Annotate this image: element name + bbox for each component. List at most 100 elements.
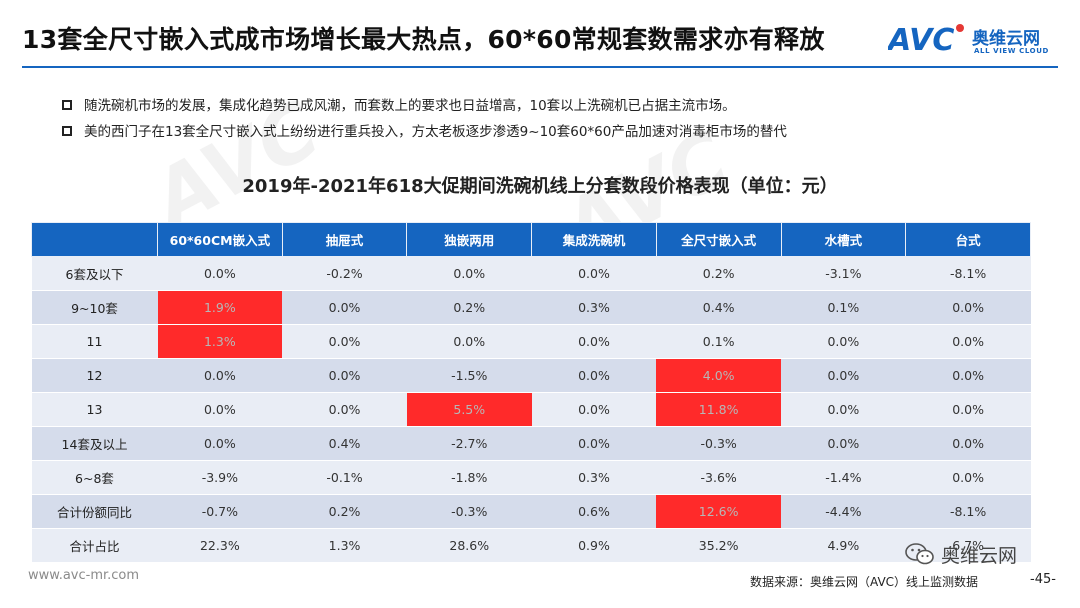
column-header: 抽屉式 [281, 222, 408, 257]
table-cell: -3.9% [157, 460, 283, 495]
bullet-text: 美的西门子在13套全尺寸嵌入式上纷纷进行重兵投入，方太老板逐步渗透9~10套60… [84, 124, 787, 140]
table-cell: 0.3% [531, 460, 657, 495]
table-cell: 0.0% [531, 426, 657, 461]
table-cell: -2.7% [406, 426, 532, 461]
table-row: 6~8套 -3.9% -0.1% -1.8% 0.3% -3.6% -1.4% 0.0% [31, 460, 1031, 495]
table-cell: -0.7% [157, 494, 283, 529]
bullet-text: 随洗碗机市场的发展，集成化趋势已成风潮，而套数上的要求也日益增高，10套以上洗碗… [84, 98, 736, 114]
table-cell: 0.0% [531, 256, 657, 291]
row-label: 6~8套 [31, 460, 158, 495]
table-cell: 0.0% [157, 358, 283, 393]
table-cell: 28.6% [406, 528, 532, 563]
table-cell: 0.1% [781, 290, 906, 325]
table-cell: 4.9% [781, 528, 906, 563]
avc-logo-mark-icon: AVC [888, 23, 964, 56]
table-cell: 0.4% [656, 290, 782, 325]
table-cell: 11.8% [656, 392, 782, 427]
svg-text:AVC: AVC [888, 23, 954, 56]
table-cell: 0.0% [406, 324, 532, 359]
bullet-item: 美的西门子在13套全尺寸嵌入式上纷纷进行重兵投入，方太老板逐步渗透9~10套60… [62, 122, 787, 148]
page-title: 13套全尺寸嵌入式成市场增长最大热点，60*60常规套数需求亦有释放 [22, 25, 825, 54]
table-cell: 0.0% [531, 392, 657, 427]
bullet-list: 随洗碗机市场的发展，集成化趋势已成风潮，而套数上的要求也日益增高，10套以上洗碗… [62, 96, 787, 148]
table-row: 合计占比 22.3% 1.3% 28.6% 0.9% 35.2% 4.9% 6.7% [31, 528, 1031, 563]
table-cell: 0.0% [531, 324, 657, 359]
table-cell: -0.2% [282, 256, 407, 291]
table-cell: 0.0% [157, 392, 283, 427]
table-cell: 1.9% [157, 290, 283, 325]
table-cell: 0.0% [282, 358, 407, 393]
table-cell: 0.0% [157, 256, 283, 291]
column-header: 水槽式 [780, 222, 907, 257]
data-source-note: 数据来源：奥维云网（AVC）线上监测数据 [750, 575, 979, 589]
table-cell: 22.3% [157, 528, 283, 563]
column-header: 独嵌两用 [406, 222, 533, 257]
table-cell: 0.0% [905, 290, 1031, 325]
table-cell: 1.3% [157, 324, 283, 359]
row-label: 9~10套 [31, 290, 158, 325]
table-cell: 0.0% [781, 426, 906, 461]
row-label: 13 [31, 392, 158, 427]
table-row: 9~10套 1.9% 0.0% 0.2% 0.3% 0.4% 0.1% 0.0% [31, 290, 1031, 325]
table-cell: -0.3% [406, 494, 532, 529]
table-row: 14套及以上 0.0% 0.4% -2.7% 0.0% -0.3% 0.0% 0.0% [31, 426, 1031, 461]
table-cell: 0.1% [656, 324, 782, 359]
table-cell: 35.2% [656, 528, 782, 563]
table-cell: 5.5% [406, 392, 532, 427]
table-cell: 0.2% [282, 494, 407, 529]
row-label: 14套及以上 [31, 426, 158, 461]
table-cell: -1.4% [781, 460, 906, 495]
table-cell: -1.8% [406, 460, 532, 495]
table-cell: 0.0% [905, 392, 1031, 427]
logo-chinese-name: 奥维云网 [972, 29, 1040, 49]
table-cell: 0.0% [905, 460, 1031, 495]
table-row: 6套及以下 0.0% -0.2% 0.0% 0.0% 0.2% -3.1% -8.1% [31, 256, 1031, 291]
table-cell: -0.3% [656, 426, 782, 461]
table-cell: 0.3% [531, 290, 657, 325]
table-cell: 0.0% [905, 324, 1031, 359]
table-cell: -4.4% [781, 494, 906, 529]
row-label: 12 [31, 358, 158, 393]
table-cell: 4.0% [656, 358, 782, 393]
bullet-item: 随洗碗机市场的发展，集成化趋势已成风潮，而套数上的要求也日益增高，10套以上洗碗… [62, 96, 787, 122]
wechat-icon [905, 543, 934, 565]
column-header: 台式 [905, 222, 1031, 257]
row-label: 6套及以下 [31, 256, 158, 291]
row-label: 11 [31, 324, 158, 359]
row-label: 合计占比 [31, 528, 158, 563]
table-row: 13 0.0% 0.0% 5.5% 0.0% 11.8% 0.0% 0.0% [31, 392, 1031, 427]
table-cell: -8.1% [905, 256, 1031, 291]
table-cell: 0.0% [282, 392, 407, 427]
wechat-account-name: 奥维云网 [941, 544, 1018, 567]
footer-url: www.avc-mr.com [28, 568, 140, 583]
table-cell: 1.3% [282, 528, 407, 563]
table-row: 11 1.3% 0.0% 0.0% 0.0% 0.1% 0.0% 0.0% [31, 324, 1031, 359]
table-cell: 12.6% [656, 494, 782, 529]
square-bullet-icon [62, 126, 72, 136]
table-cell: 0.0% [905, 426, 1031, 461]
table-cell: -0.1% [282, 460, 407, 495]
row-label: 合计份额同比 [31, 494, 158, 529]
table-cell: 0.6% [531, 494, 657, 529]
table-cell: -1.5% [406, 358, 532, 393]
header-divider [22, 66, 1058, 68]
logo-english-name: ALL VIEW CLOUD [974, 47, 1049, 55]
table-cell: 0.0% [905, 358, 1031, 393]
column-header: 60*60CM嵌入式 [157, 222, 283, 257]
table-cell: -3.1% [781, 256, 906, 291]
table-cell: 0.9% [531, 528, 657, 563]
column-header: 全尺寸嵌入式 [655, 222, 782, 257]
column-header: 集成洗碗机 [531, 222, 657, 257]
table-cell: 0.2% [656, 256, 782, 291]
table-cell: 0.0% [406, 256, 532, 291]
square-bullet-icon [62, 100, 72, 110]
table-corner-cell [31, 222, 158, 257]
avc-logo: AVC 奥维云网 ALL VIEW CLOUD [888, 20, 1058, 60]
table-cell: 0.0% [781, 392, 906, 427]
table-cell: 0.4% [282, 426, 407, 461]
table-cell: 0.0% [781, 324, 906, 359]
page-number: -45- [1030, 572, 1056, 587]
wechat-badge: 奥维云网 [905, 540, 1017, 568]
table-cell: 0.0% [531, 358, 657, 393]
table-cell: -8.1% [905, 494, 1031, 529]
